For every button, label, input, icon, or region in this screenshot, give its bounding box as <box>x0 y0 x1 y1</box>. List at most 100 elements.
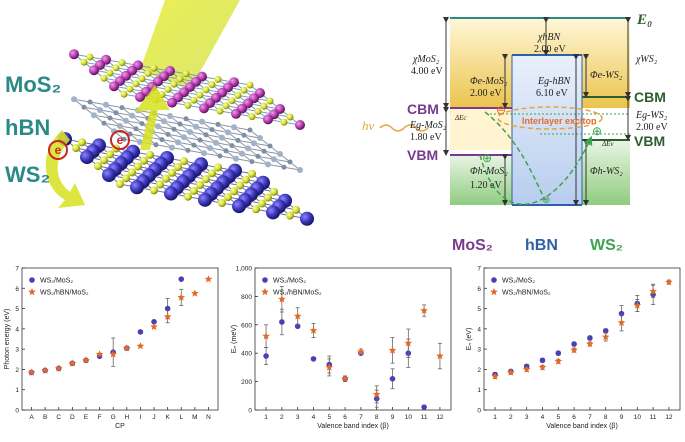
ws2-atom <box>198 192 212 207</box>
ws2-atom <box>248 169 256 178</box>
legend-circle-icon <box>491 277 497 283</box>
hole-marker-hbn-icon: ⊕ <box>542 195 550 206</box>
x-tick-label: L <box>179 414 183 421</box>
data-point-star <box>586 340 594 348</box>
data-point-star <box>163 312 172 320</box>
data-point-star <box>150 322 158 331</box>
data-point-star <box>554 357 563 365</box>
ws2-atom <box>230 187 238 196</box>
hbn-atom <box>251 140 257 147</box>
hbn-atom <box>209 127 215 133</box>
ws2-atom <box>80 150 94 165</box>
hbn-atom <box>267 143 273 149</box>
mos2-atom <box>144 69 152 77</box>
y-tick-label: 6 <box>477 286 481 293</box>
mos2-vbm-label: VBM <box>407 147 438 163</box>
hbn-atom <box>265 161 271 168</box>
ws2-atom <box>134 162 142 171</box>
bottom-label-mos2: MoS₂ <box>452 237 493 254</box>
ws2-atom <box>242 175 250 184</box>
x-tick-label: J <box>152 414 155 421</box>
label-hbn: hBN <box>5 115 50 140</box>
hbn-atom <box>247 127 253 133</box>
mos2-atom <box>126 85 134 93</box>
mos2-atom <box>118 59 126 67</box>
ws2-atom <box>270 187 278 196</box>
hole-marker-mos2-icon: ⊕ <box>482 151 492 165</box>
mos2-atom <box>240 86 248 94</box>
mos2-atom <box>69 49 79 60</box>
mos2-atom <box>202 86 210 94</box>
data-point-circle <box>178 276 185 282</box>
hbn-atom <box>297 167 303 173</box>
interlayer-exciton-label: Interlayer exciton <box>522 116 597 126</box>
ws2-atom <box>102 168 116 183</box>
data-point-star <box>109 350 117 358</box>
hbn-atom <box>169 144 175 151</box>
ws2-atom <box>100 156 108 165</box>
data-point-star <box>372 390 381 398</box>
ws2-atom <box>122 174 130 183</box>
y-tick-label: 3 <box>477 347 481 354</box>
mos2-layer <box>69 49 305 130</box>
ws2-atom <box>266 205 280 220</box>
band-alignment-diagram: E₀ χMoS₂ 4.00 eV χhBN 2.00 eV χWS₂ Φe-Mo… <box>362 12 668 254</box>
hbn-atom <box>81 104 87 110</box>
data-point-star <box>191 289 199 297</box>
x-tick-label: 1 <box>493 414 497 421</box>
data-point-star <box>309 326 318 334</box>
mos2-atom <box>222 102 230 110</box>
ws2-atom <box>202 175 210 184</box>
hbn-atom <box>213 139 219 146</box>
data-point-star <box>27 368 36 376</box>
mos2-atom <box>150 64 158 72</box>
plot-frame <box>21 267 219 411</box>
data-point-circle <box>310 356 317 362</box>
ws2-atom <box>180 157 188 166</box>
mos2-atom <box>170 80 178 88</box>
y-tick-label: 6 <box>15 286 19 293</box>
y-axis-label: Eₙ (meV) <box>231 325 238 353</box>
hbn-atom <box>175 139 181 146</box>
x-tick-label: 12 <box>436 414 444 421</box>
electron-icon <box>48 140 68 160</box>
x-tick-label: 9 <box>620 414 624 421</box>
hbn-atom <box>167 113 173 119</box>
hbn-atom <box>177 121 183 127</box>
x-tick-label: 3 <box>525 414 529 421</box>
mos2-atom <box>199 103 209 114</box>
mos2-atom <box>120 90 128 98</box>
bottom-label-ws2: WS₂ <box>590 237 623 254</box>
y-tick-label: 2 <box>477 367 481 374</box>
hbn-atom <box>191 142 197 148</box>
ws2-cbm-label: CBM <box>634 89 666 105</box>
y-tick-label: 400 <box>241 351 252 358</box>
ws2-atom <box>146 150 154 159</box>
x-tick-label: 10 <box>634 414 642 421</box>
y-tick-label: 200 <box>241 379 252 386</box>
data-point-star <box>388 346 397 354</box>
hbn-atom <box>217 153 223 159</box>
hbn-atom <box>71 96 77 103</box>
ws2-atom <box>184 192 192 201</box>
ws2-atom <box>218 199 226 207</box>
eg-mos2-label: Eg-MoS₂ <box>409 120 447 131</box>
data-point-circle <box>555 350 562 356</box>
mos2-atom <box>280 118 288 126</box>
ws2-atom <box>128 168 136 177</box>
chi-mos2-value: 4.00 eV <box>411 66 443 77</box>
ws2-atom <box>292 205 300 214</box>
x-tick-label: G <box>111 414 116 421</box>
y-tick-label: 5 <box>15 306 19 313</box>
data-point-star <box>123 344 131 352</box>
phi-e-mos2-label: Φe-MoS₂ <box>470 76 508 87</box>
ws2-atom <box>168 168 176 177</box>
hbn-atom <box>249 159 255 165</box>
ws2-atom <box>208 169 216 178</box>
mos2-atom <box>231 108 241 119</box>
y-tick-label: 0 <box>477 408 481 415</box>
hbn-atom <box>123 117 129 124</box>
hbn-atom <box>103 101 109 108</box>
hbn-atom <box>215 121 221 127</box>
y-tick-label: 0 <box>248 408 252 415</box>
